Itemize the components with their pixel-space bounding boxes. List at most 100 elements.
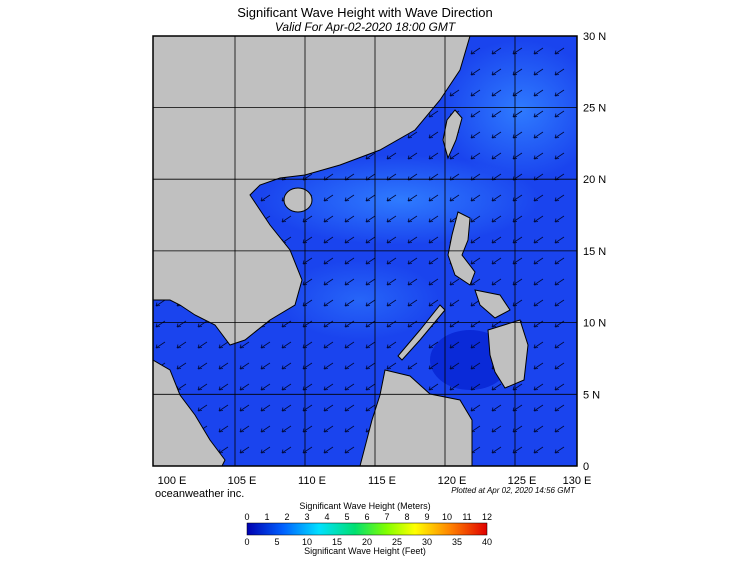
wave-arrow xyxy=(533,194,544,202)
wave-arrow xyxy=(176,320,187,328)
wave-arrow xyxy=(491,68,502,76)
wave-arrow xyxy=(554,152,565,160)
wave-arrow xyxy=(239,404,250,412)
wave-arrow xyxy=(470,131,481,139)
longitude-label: 120 E xyxy=(438,475,467,487)
wave-arrow xyxy=(323,446,334,454)
wave-arrow xyxy=(470,236,481,244)
wave-arrow xyxy=(176,362,187,370)
map-area xyxy=(153,36,577,466)
wave-arrow xyxy=(239,446,250,454)
wave-arrow xyxy=(344,383,355,391)
longitude-label: 110 E xyxy=(298,475,326,487)
wave-arrow xyxy=(449,278,460,286)
wave-arrow xyxy=(365,257,376,265)
wave-arrow xyxy=(470,257,481,265)
wave-arrow xyxy=(470,341,481,349)
wave-arrow xyxy=(365,194,376,202)
wave-arrow xyxy=(239,425,250,433)
wave-arrow xyxy=(407,257,418,265)
wave-arrow xyxy=(554,131,565,139)
mainland xyxy=(153,36,471,346)
wave-arrow xyxy=(428,257,439,265)
colorbar-ticks: 0 1 2 3 4 5 6 7 8 9 10 11 120 5 10 15 20 25 30 35 40 xyxy=(244,512,492,547)
wave-arrow xyxy=(386,362,397,370)
luzon xyxy=(447,211,476,286)
wave-arrow xyxy=(470,68,481,76)
wave-arrow xyxy=(491,89,502,97)
meters-tick: 2 xyxy=(284,512,289,522)
wave-arrow xyxy=(281,446,292,454)
map-subtitle: Valid For Apr-02-2020 18:00 GMT xyxy=(275,20,457,34)
wave-arrow xyxy=(554,362,565,370)
plot-time: Plotted at Apr 02, 2020 14:56 GMT xyxy=(451,486,576,495)
wave-arrow xyxy=(533,68,544,76)
wave-arrow xyxy=(407,215,418,223)
wave-arrow xyxy=(533,320,544,328)
wave-arrow xyxy=(407,299,418,307)
meters-tick: 4 xyxy=(324,512,329,522)
wave-arrow xyxy=(281,341,292,349)
wave-arrow xyxy=(344,404,355,412)
meters-tick: 10 xyxy=(442,512,452,522)
wave-arrow xyxy=(533,110,544,118)
wave-arrow xyxy=(491,194,502,202)
wave-arrow xyxy=(407,362,418,370)
wave-arrow xyxy=(533,425,544,433)
wave-arrow xyxy=(470,110,481,118)
wave-arrow xyxy=(323,320,334,328)
wave-arrow xyxy=(323,278,334,286)
wave-arrow xyxy=(491,425,502,433)
wave-arrow xyxy=(533,47,544,55)
wave-arrow xyxy=(407,152,418,160)
wave-arrow xyxy=(344,236,355,244)
wave-arrow xyxy=(155,320,166,328)
wave-arrow xyxy=(428,194,439,202)
wave-arrow xyxy=(281,383,292,391)
wave-arrow xyxy=(260,404,271,412)
meters-tick: 7 xyxy=(384,512,389,522)
wave-arrow xyxy=(449,383,460,391)
credit: oceanweather inc. xyxy=(155,488,244,500)
wave-arrow xyxy=(533,446,544,454)
wave-arrow xyxy=(554,320,565,328)
wave-arrow xyxy=(533,383,544,391)
feet-tick: 35 xyxy=(452,537,462,547)
wave-arrow xyxy=(470,89,481,97)
wave-arrow xyxy=(407,320,418,328)
wave-arrow xyxy=(281,404,292,412)
wave-arrow xyxy=(491,110,502,118)
latitude-label: 20 N xyxy=(583,174,606,186)
wave-arrow xyxy=(197,362,208,370)
wave-arrow xyxy=(407,236,418,244)
colorbar-title-meters: Significant Wave Height (Meters) xyxy=(299,501,430,511)
wave-arrow xyxy=(533,215,544,223)
meters-tick: 5 xyxy=(344,512,349,522)
wave-arrow xyxy=(428,299,439,307)
wave-arrow xyxy=(491,383,502,391)
wave-arrow xyxy=(365,299,376,307)
wave-arrow xyxy=(386,341,397,349)
wave-arrow xyxy=(218,425,229,433)
wave-arrow xyxy=(554,278,565,286)
wave-arrow xyxy=(491,47,502,55)
feet-tick: 15 xyxy=(332,537,342,547)
wave-arrow xyxy=(365,215,376,223)
wave-arrow xyxy=(323,194,334,202)
wave-arrow xyxy=(260,425,271,433)
meters-tick: 3 xyxy=(304,512,309,522)
wave-arrow xyxy=(470,47,481,55)
wave-arrow xyxy=(449,362,460,370)
wave-patch xyxy=(440,40,577,180)
wave-arrow xyxy=(428,152,439,160)
wave-arrow xyxy=(428,110,439,118)
wave-arrow xyxy=(344,278,355,286)
latitude-label: 15 N xyxy=(583,246,606,258)
colorbar-title-feet: Significant Wave Height (Feet) xyxy=(304,546,426,556)
wave-arrow xyxy=(197,341,208,349)
meters-tick: 12 xyxy=(482,512,492,522)
wave-arrow xyxy=(554,68,565,76)
wave-arrow xyxy=(281,215,292,223)
wave-arrow xyxy=(533,236,544,244)
